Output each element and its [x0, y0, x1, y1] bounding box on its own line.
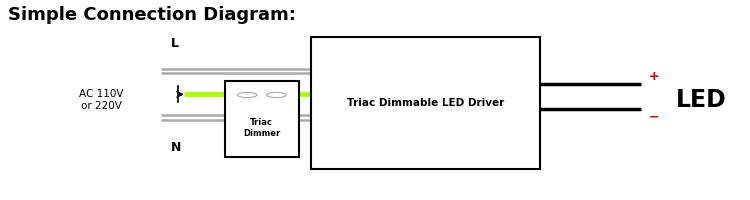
Circle shape [267, 92, 286, 98]
Text: AC 110V
or 220V: AC 110V or 220V [79, 89, 124, 111]
Text: Triac
Dimmer: Triac Dimmer [243, 118, 280, 138]
Text: N: N [171, 141, 182, 154]
Text: Triac Dimmable LED Driver: Triac Dimmable LED Driver [347, 98, 505, 108]
Circle shape [237, 92, 256, 98]
Text: L: L [171, 37, 179, 50]
Text: −: − [649, 110, 659, 123]
Text: Simple Connection Diagram:: Simple Connection Diagram: [8, 6, 296, 24]
Bar [225, 81, 298, 157]
Bar [311, 37, 540, 169]
Text: LED: LED [676, 88, 727, 112]
Text: +: + [649, 71, 659, 84]
